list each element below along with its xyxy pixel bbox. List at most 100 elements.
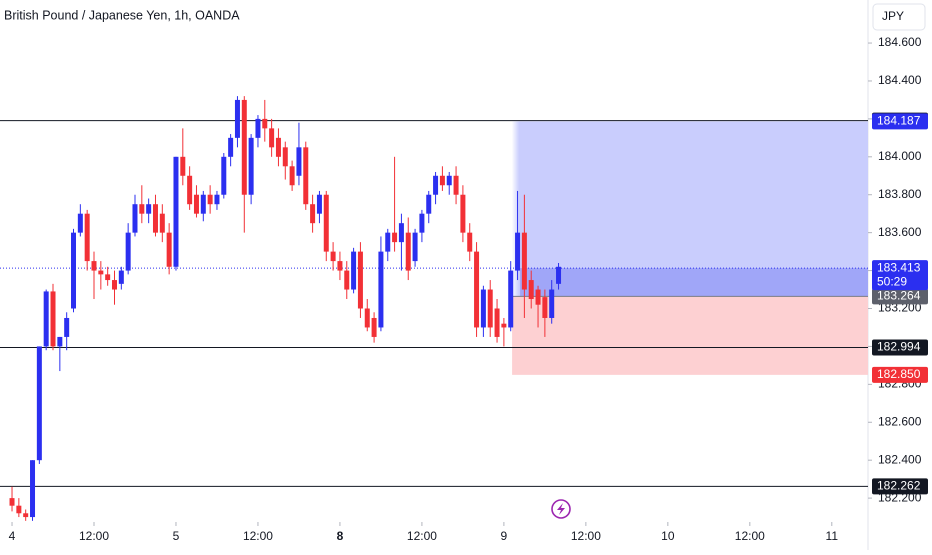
candle-body xyxy=(310,204,316,224)
lightning-icon[interactable] xyxy=(551,499,571,519)
candle-body xyxy=(426,194,432,214)
candle-body xyxy=(439,175,445,186)
stop-tag: 182.850 xyxy=(877,367,921,381)
candle-body xyxy=(180,156,186,176)
candle-body xyxy=(228,137,234,157)
candle-body xyxy=(30,460,36,518)
candle-body xyxy=(357,251,363,309)
candle-body xyxy=(132,204,138,233)
candle-body xyxy=(91,261,97,271)
candle-body xyxy=(193,194,199,214)
candle-body xyxy=(303,147,309,205)
level-tag-bg xyxy=(872,339,928,356)
candle-body xyxy=(460,194,466,233)
candle-body xyxy=(111,280,117,290)
candle-body xyxy=(57,336,63,347)
candle-body xyxy=(521,232,527,290)
candle-body xyxy=(508,270,514,328)
x-tick-label: 12:00 xyxy=(407,529,437,543)
x-tick-label: 4 xyxy=(9,529,16,543)
candle-body xyxy=(337,261,343,271)
candle-body xyxy=(323,194,329,252)
last-price-tag: 183.413 xyxy=(877,260,921,274)
x-tick-label: 8 xyxy=(337,529,344,543)
candle-body xyxy=(23,513,29,518)
candle-body xyxy=(77,213,83,233)
candle-body xyxy=(419,213,425,233)
candle-body xyxy=(152,204,158,233)
y-tick-label: 183.600 xyxy=(878,225,922,239)
candle-body xyxy=(200,194,206,214)
x-tick-label: 10 xyxy=(661,529,675,543)
x-tick-label: 12:00 xyxy=(735,529,765,543)
y-tick-label: 184.600 xyxy=(878,35,922,49)
candle-body xyxy=(84,213,90,262)
target-zone xyxy=(512,121,868,297)
entry-tag-bg xyxy=(872,288,928,305)
candle-body xyxy=(36,346,42,461)
candle-body xyxy=(296,147,302,176)
candle-body xyxy=(453,175,459,195)
candle-body xyxy=(125,232,131,271)
level-tag: 182.994 xyxy=(877,340,921,354)
candle-body xyxy=(98,270,104,275)
candle-body xyxy=(378,251,384,328)
candle-body xyxy=(433,175,439,195)
x-tick-label: 12:00 xyxy=(571,529,601,543)
candle-body xyxy=(480,289,486,328)
candle-body xyxy=(16,505,22,514)
x-tick-label: 11 xyxy=(826,529,839,543)
candle-body xyxy=(234,99,240,138)
candle-body xyxy=(9,498,15,506)
candle-body xyxy=(398,223,404,243)
candle-body xyxy=(173,156,179,267)
candle-body xyxy=(221,156,227,195)
y-tick-label: 183.800 xyxy=(878,187,922,201)
y-tick-label: 182.600 xyxy=(878,414,922,428)
y-tick-label: 184.400 xyxy=(878,73,922,87)
candle-body xyxy=(139,204,145,214)
last-price-tag-bg xyxy=(872,260,928,291)
candle-body xyxy=(105,274,111,281)
candle-body xyxy=(494,308,500,337)
candle-body xyxy=(71,232,77,309)
open-pnl-zone xyxy=(520,268,868,297)
candle-body xyxy=(487,289,493,328)
candle-body xyxy=(214,194,220,205)
candle-body xyxy=(64,317,70,337)
candle-body xyxy=(255,118,261,138)
candle-body xyxy=(446,175,452,186)
candle-body xyxy=(43,291,49,347)
candle-body xyxy=(515,232,521,271)
target-tag-bg xyxy=(872,113,928,130)
candle-body xyxy=(248,137,254,195)
candle-body xyxy=(556,266,562,284)
candle-body xyxy=(351,251,357,290)
candle-body xyxy=(542,297,548,318)
candle-body xyxy=(207,194,213,205)
candle-body xyxy=(330,251,336,262)
candle-body xyxy=(241,99,247,195)
countdown: 50:29 xyxy=(877,274,907,288)
candle-body xyxy=(262,118,268,129)
level-tag-bg xyxy=(872,478,928,495)
icon-ring xyxy=(551,499,571,519)
candle-body xyxy=(371,317,377,337)
candle-body xyxy=(535,289,541,305)
candle-body xyxy=(146,204,152,214)
currency-button[interactable] xyxy=(872,3,926,31)
candle-body xyxy=(474,251,480,328)
icon-bolt xyxy=(557,503,565,515)
candle-body xyxy=(275,137,281,157)
candle-body xyxy=(316,194,322,214)
candle-body xyxy=(282,147,288,167)
candle-body xyxy=(405,232,411,271)
x-tick-label: 5 xyxy=(173,529,180,543)
x-tick-label: 9 xyxy=(501,529,508,543)
candle-body xyxy=(50,291,56,347)
candle-body xyxy=(166,232,172,267)
candle-body xyxy=(549,289,555,318)
candle-body xyxy=(269,128,275,148)
currency-label[interactable]: JPY xyxy=(882,9,904,23)
